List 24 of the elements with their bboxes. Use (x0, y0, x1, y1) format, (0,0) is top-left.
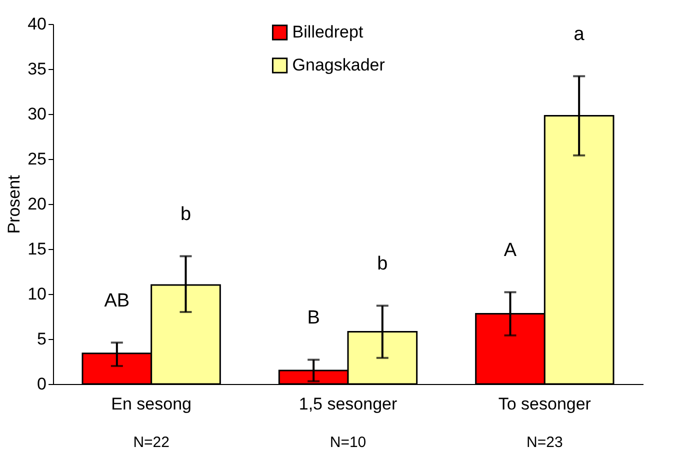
y-tick-label: 40 (28, 14, 46, 34)
y-axis-title: Prosent (4, 174, 24, 234)
x-tick-label: 1,5 sesonger (298, 394, 398, 414)
annotation: AB (104, 290, 130, 312)
annotation: A (504, 240, 517, 262)
y-tick-label: 25 (28, 150, 46, 168)
annotation: b (377, 254, 388, 275)
x-tick-label: To sesonger (498, 394, 592, 414)
y-tick-label: 0 (37, 374, 46, 394)
annotation: B (307, 308, 320, 329)
text: N=10 (330, 434, 366, 451)
y-tick-label: 10 (28, 284, 46, 304)
text: N=22 (133, 434, 170, 451)
text: N=23 (526, 434, 563, 451)
legend-label: Billedrept (292, 22, 364, 42)
y-tick-label: 5 (37, 330, 46, 348)
y-tick-label: 35 (28, 60, 46, 78)
legend-label: Gnagskader (292, 56, 386, 74)
y-tick-label: 20 (28, 194, 46, 214)
annotation: b (180, 204, 192, 226)
annotation: a (574, 24, 585, 46)
x-tick-label: En sesong (111, 394, 192, 414)
y-tick-label: 30 (28, 104, 46, 124)
y-tick-label: 15 (28, 240, 46, 258)
